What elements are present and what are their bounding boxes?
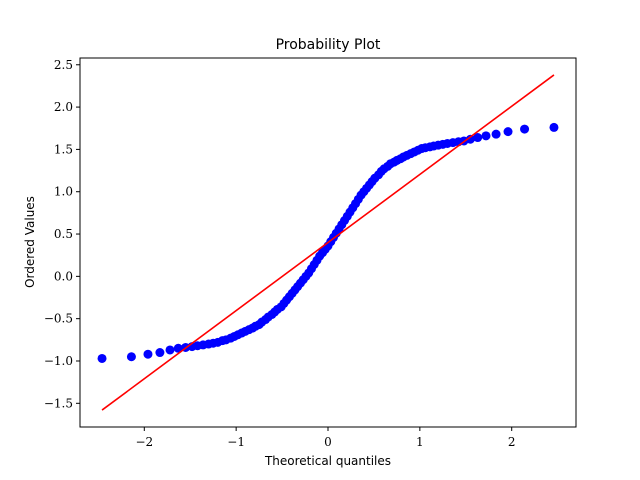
x-tick-label: 2 xyxy=(508,435,516,449)
axes-frame xyxy=(79,57,577,428)
data-point xyxy=(491,129,501,139)
y-tick-label: 2.0 xyxy=(54,100,73,114)
data-point xyxy=(97,353,107,363)
x-tick-label: −2 xyxy=(135,435,153,449)
data-point xyxy=(143,349,153,359)
data-point xyxy=(481,131,491,141)
y-tick-label: 0.5 xyxy=(54,227,73,241)
y-tick-label: 1.5 xyxy=(54,142,73,156)
x-axis-label: Theoretical quantiles xyxy=(264,454,391,468)
y-tick-label: 1.0 xyxy=(54,185,73,199)
fit-line xyxy=(101,74,555,411)
data-point xyxy=(173,343,183,353)
data-point xyxy=(155,348,165,358)
y-tick-label: 2.5 xyxy=(54,58,73,72)
data-point xyxy=(126,352,136,362)
plot-area xyxy=(97,74,559,411)
data-point xyxy=(549,122,559,132)
axis-ticks: −2 −1 0 1 2 −1.5 −1.0 −0.5 0.0 0.5 1.0 1.5 2.0 2.5 xyxy=(44,58,516,449)
x-tick-label: 1 xyxy=(416,435,424,449)
data-point xyxy=(465,134,475,144)
y-tick-label: −1.0 xyxy=(44,354,73,368)
data-point xyxy=(520,124,530,134)
chart-title: Probability Plot xyxy=(276,37,381,53)
data-point xyxy=(503,127,513,137)
y-tick-label: −1.5 xyxy=(44,396,73,410)
data-point xyxy=(473,133,483,143)
y-tick-label: 0.0 xyxy=(54,269,73,283)
y-tick-label: −0.5 xyxy=(44,312,73,326)
x-tick-label: −1 xyxy=(227,435,245,449)
data-point xyxy=(165,345,175,355)
x-tick-label: 0 xyxy=(324,435,332,449)
y-axis-label: Ordered Values xyxy=(23,196,37,288)
